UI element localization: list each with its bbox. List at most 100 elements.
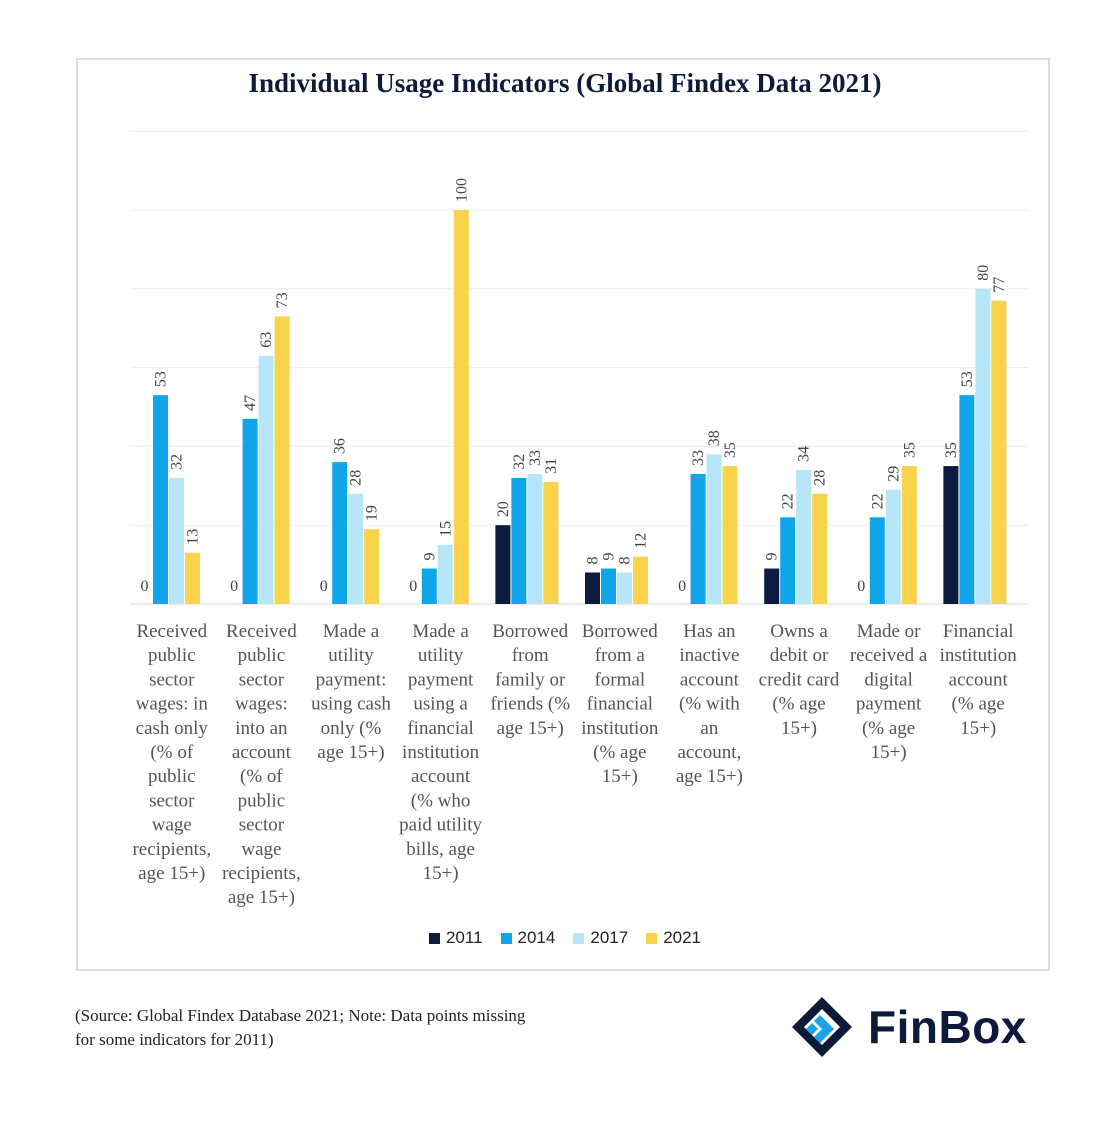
legend-swatch	[500, 932, 512, 944]
data-label: 80	[975, 265, 992, 281]
category-label: account	[949, 669, 1009, 690]
category-label: wage	[241, 839, 281, 860]
category-label: wages:	[235, 694, 288, 715]
category-label: public	[148, 766, 196, 787]
legend-item-2011: 2011	[428, 928, 483, 948]
category-label: friends (%	[490, 694, 570, 715]
category-label: using a	[413, 694, 468, 715]
category-label: 15+)	[960, 718, 996, 739]
legend-swatch	[428, 932, 440, 944]
category-label: 15+)	[871, 742, 907, 763]
bar-2017-5	[527, 473, 543, 604]
category-label: paid utility	[399, 815, 482, 836]
data-label: 20	[495, 501, 512, 517]
data-label: 15	[437, 521, 454, 537]
category-label: (% with	[679, 694, 740, 715]
category-label: wages: in	[136, 694, 209, 715]
data-label: 8	[617, 556, 634, 564]
bar-2011-10	[943, 466, 959, 604]
chart-frame	[76, 58, 1050, 971]
data-label: 35	[722, 442, 739, 458]
category-label: only (%	[321, 718, 382, 739]
bar-2017-9	[885, 489, 901, 604]
data-label: 12	[633, 533, 650, 549]
source-note: (Source: Global Findex Database 2021; No…	[75, 1006, 526, 1049]
category-label: recipients,	[222, 863, 301, 884]
category-label: inactive	[679, 645, 739, 666]
bar-2017-10	[975, 288, 991, 604]
category-label: age 15+)	[138, 863, 205, 884]
category-label: (% of	[150, 742, 193, 763]
bar-2017-7	[706, 454, 722, 604]
category-label: Made a	[412, 621, 469, 642]
data-label: 28	[348, 470, 365, 486]
category-label: financial	[587, 694, 653, 715]
category-label: account,	[677, 742, 741, 763]
data-label: 9	[601, 553, 618, 561]
bar-2011-8	[764, 568, 780, 604]
category-label: an	[700, 718, 718, 739]
data-label: 33	[527, 450, 544, 466]
category-label: Borrowed	[582, 621, 658, 642]
chart-title: Individual Usage Indicators (Global Find…	[248, 68, 882, 98]
data-label: 63	[258, 332, 275, 348]
category-label: received a	[850, 645, 928, 666]
category-label: 15+)	[423, 863, 459, 884]
legend-item-2017: 2017	[573, 928, 628, 948]
category-label: Financial	[943, 621, 1014, 642]
bar-2021-1	[185, 552, 200, 604]
data-label: 22	[869, 493, 886, 509]
bar-2021-2	[274, 316, 290, 604]
category-label: from	[512, 645, 549, 666]
category-label: 15+)	[602, 766, 638, 787]
legend-swatch	[573, 932, 585, 944]
bar-2014-10	[959, 395, 975, 604]
category-label: recipients,	[132, 839, 211, 860]
bar-2014-6	[601, 568, 616, 604]
bar-2014-9	[869, 517, 885, 604]
category-label: account	[411, 766, 471, 787]
data-label: 36	[332, 438, 349, 454]
category-label: payment:	[316, 669, 387, 690]
data-label: 0	[230, 578, 238, 595]
category-label: formal	[594, 669, 645, 690]
bar-2017-6	[617, 572, 632, 604]
category-label: Made or	[857, 621, 922, 642]
data-label: 100	[453, 178, 470, 202]
data-label: 0	[678, 578, 686, 595]
category-label: Received	[226, 621, 297, 642]
data-label: 0	[409, 578, 417, 595]
data-label: 19	[364, 505, 381, 521]
bar-2014-7	[690, 473, 706, 604]
data-label: 28	[812, 470, 829, 486]
data-label: 13	[185, 529, 202, 545]
category-label: Received	[136, 621, 207, 642]
category-label: family or	[495, 669, 566, 690]
category-label: sector	[149, 669, 195, 690]
data-label: 0	[857, 578, 865, 595]
category-label: Made a	[323, 621, 380, 642]
legend-label: 2011	[445, 928, 483, 947]
logo-text: FinBox	[868, 1001, 1027, 1053]
category-label: 15+)	[781, 718, 817, 739]
category-label: financial	[407, 718, 473, 739]
category-label: (% age	[772, 694, 825, 715]
data-label: 38	[706, 430, 723, 446]
category-label: credit card	[759, 669, 840, 690]
legend-label: 2017	[590, 928, 629, 947]
category-label: Owns a	[770, 621, 828, 642]
category-label: payment	[856, 694, 922, 715]
data-label: 0	[320, 578, 328, 595]
category-label: utility	[328, 645, 374, 666]
bar-2014-4	[421, 568, 437, 604]
category-label: debit or	[770, 645, 829, 666]
data-label: 29	[885, 466, 902, 482]
category-label: age 15+)	[317, 742, 384, 763]
category-label: institution	[940, 645, 1018, 666]
legend-item-2021: 2021	[646, 928, 701, 948]
bar-2014-3	[332, 462, 348, 604]
bar-2011-6	[585, 572, 600, 604]
category-label: sector	[149, 790, 195, 811]
data-label: 53	[153, 371, 170, 387]
